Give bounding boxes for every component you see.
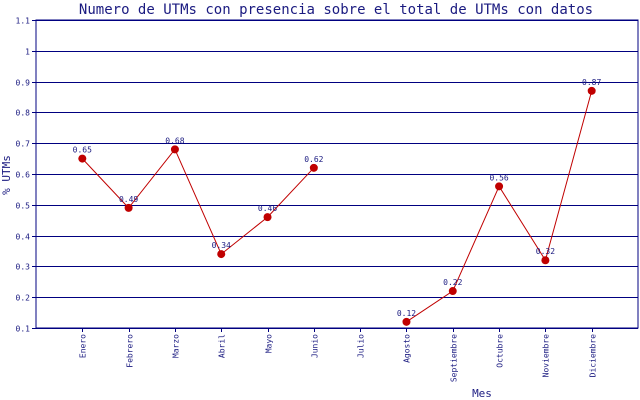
data-point	[78, 154, 87, 163]
data-label: 0.49	[119, 195, 138, 204]
y-tick-label: 0.9	[16, 79, 31, 88]
x-tick-label: Julio	[357, 334, 366, 358]
y-tick-label: 0.1	[16, 325, 31, 334]
data-point	[124, 203, 133, 212]
y-tick-label: 0.3	[16, 263, 31, 272]
series-line	[406, 90, 593, 323]
data-label: 0.56	[489, 173, 508, 182]
data-label: 0.34	[212, 241, 231, 250]
y-tick-label: 1	[25, 48, 30, 57]
series-line	[81, 148, 315, 255]
y-tick-label: 0.4	[16, 233, 31, 242]
data-point	[263, 213, 272, 222]
data-label: 0.87	[582, 78, 601, 87]
x-tick-label: Agosto	[403, 334, 412, 363]
x-tick-label: Noviembre	[542, 334, 551, 378]
x-axis-title: Mes	[472, 387, 492, 400]
x-tick-label: Diciembre	[589, 334, 598, 378]
x-tick-label: Junio	[311, 334, 320, 358]
data-point	[495, 182, 504, 191]
data-label: 0.22	[443, 278, 462, 287]
data-point	[448, 287, 457, 296]
series: 0.65 0.49 0.68 0.34 0.46 0.62 0.12 0.22 0.56 0.32…	[73, 78, 602, 326]
y-tick-label: 0.2	[16, 294, 31, 303]
data-label: 0.68	[165, 136, 184, 145]
data-label: 0.32	[536, 247, 555, 256]
y-tick-label: 0.6	[16, 171, 31, 180]
x-tick-label: Septiembre	[450, 334, 459, 382]
x-tick-label: Abril	[218, 334, 227, 358]
data-label: 0.46	[258, 204, 277, 213]
chart-title: Numero de UTMs con presencia sobre el to…	[79, 2, 593, 18]
data-point	[587, 86, 596, 95]
data-label: 0.62	[304, 155, 323, 164]
x-tick-label: Mayo	[265, 334, 274, 353]
x-tick-label: Octubre	[496, 334, 505, 368]
data-point	[309, 163, 318, 172]
data-point	[170, 145, 179, 154]
data-point	[217, 250, 226, 259]
y-tick-label: 0.7	[16, 140, 31, 149]
x-tick-label: Enero	[79, 334, 88, 358]
y-tick-label: 0.5	[16, 202, 31, 211]
data-point	[541, 256, 550, 265]
data-label: 0.65	[73, 146, 92, 155]
y-tick-label: 1.1	[16, 17, 31, 26]
x-tick-label: Febrero	[126, 334, 135, 368]
y-axis: 0.1 0.2 0.3 0.4 0.5 0.6 0.7 0.8 0.9 1 1.1	[16, 17, 36, 334]
grid	[35, 19, 639, 329]
x-axis: Enero Febrero Marzo Abril Mayo Junio Julio Agos…	[79, 328, 598, 382]
data-point	[402, 317, 411, 326]
y-axis-title: % UTMs	[0, 155, 13, 195]
data-label: 0.12	[397, 309, 416, 318]
y-tick-label: 0.8	[16, 109, 31, 118]
x-tick-label: Marzo	[172, 334, 181, 358]
